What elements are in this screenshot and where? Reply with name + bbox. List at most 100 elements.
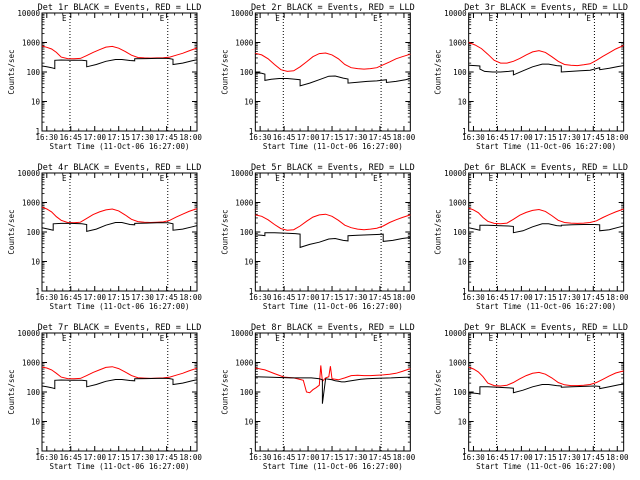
y-tick-label: 10000 <box>231 329 254 338</box>
panel-title: Det 8r BLACK = Events, RED = LLD <box>251 323 415 333</box>
x-axis-label: Start Time (11-Oct-06 16:27:00) <box>50 142 190 151</box>
y-tick-label: 10 <box>458 418 468 427</box>
x-tick-label: 17:45 <box>369 293 392 302</box>
plot-frame <box>254 332 411 452</box>
panel-5: Det 5r BLACK = Events, RED = LLD 1 10 100 10… <box>220 163 415 311</box>
y-tick-label: 100 <box>453 68 467 77</box>
x-tick-label: 16:45 <box>273 453 296 462</box>
x-tick-label: 16:30 <box>462 133 485 142</box>
events-series-line <box>41 377 198 390</box>
event-marker-label: E <box>62 14 67 23</box>
y-tick-label: 10000 <box>17 9 40 18</box>
x-tick-label: 17:15 <box>321 133 344 142</box>
y-tick-label: 1 <box>249 447 254 456</box>
plot-frame <box>254 12 411 132</box>
y-axis-label: Counts/sec <box>434 49 443 94</box>
x-tick-label: 17:45 <box>155 293 178 302</box>
panel-title: Det 6r BLACK = Events, RED = LLD <box>464 163 628 173</box>
x-axis-label: Start Time (11-Oct-06 16:27:00) <box>50 462 190 471</box>
y-tick-label: 10 <box>244 98 254 107</box>
x-tick-label: 18:00 <box>179 133 202 142</box>
x-axis-label: Start Time (11-Oct-06 16:27:00) <box>476 302 616 311</box>
event-marker-label: E <box>586 334 591 343</box>
panel-8: Det 8r BLACK = Events, RED = LLD 1 10 100 10… <box>220 323 415 471</box>
x-tick-label: 17:00 <box>510 453 533 462</box>
x-tick-label: 16:45 <box>59 453 82 462</box>
y-tick-label: 10 <box>458 258 468 267</box>
plot-frame <box>41 172 198 292</box>
plot-frame <box>254 172 411 292</box>
y-tick-label: 1000 <box>235 359 254 368</box>
y-tick-label: 10 <box>31 258 41 267</box>
x-axis-label: Start Time (11-Oct-06 16:27:00) <box>476 142 616 151</box>
x-tick-label: 16:45 <box>59 133 82 142</box>
events-series-line <box>41 57 198 70</box>
y-tick-label: 1 <box>462 447 467 456</box>
panel-3: Det 3r BLACK = Events, RED = LLD 1 10 100 10… <box>434 3 629 151</box>
y-tick-label: 1000 <box>22 39 41 48</box>
y-axis-label: Counts/sec <box>7 369 16 414</box>
event-marker-label: E <box>160 174 165 183</box>
y-tick-label: 1 <box>462 287 467 296</box>
panel-7: Det 7r BLACK = Events, RED = LLD 1 10 100 10… <box>7 323 202 471</box>
events-series-line <box>468 223 624 234</box>
y-tick-label: 100 <box>240 228 254 237</box>
x-tick-label: 17:15 <box>321 453 344 462</box>
x-tick-label: 17:30 <box>558 133 581 142</box>
event-marker-label: E <box>489 14 494 23</box>
lld-series-line <box>468 42 624 67</box>
x-tick-label: 16:30 <box>462 293 485 302</box>
panel-title: Det 2r BLACK = Events, RED = LLD <box>251 3 415 13</box>
x-tick-label: 18:00 <box>393 133 416 142</box>
y-tick-label: 1000 <box>235 199 254 208</box>
event-marker-label: E <box>160 14 165 23</box>
events-series-line <box>255 376 411 404</box>
lld-series-line <box>41 206 198 224</box>
lld-series-line <box>255 52 411 72</box>
lld-series-line <box>255 365 411 394</box>
event-marker-label: E <box>586 174 591 183</box>
lld-series-line <box>468 207 624 225</box>
plot-frame <box>41 332 198 452</box>
y-tick-label: 1000 <box>235 39 254 48</box>
x-tick-label: 18:00 <box>606 293 629 302</box>
x-tick-label: 16:30 <box>249 453 272 462</box>
x-tick-label: 17:15 <box>107 293 130 302</box>
lld-series-line <box>255 213 411 231</box>
x-tick-label: 16:30 <box>36 293 59 302</box>
x-tick-label: 17:45 <box>369 453 392 462</box>
x-tick-label: 17:45 <box>582 133 605 142</box>
x-tick-label: 17:00 <box>297 453 320 462</box>
x-tick-label: 17:30 <box>345 293 368 302</box>
x-tick-label: 18:00 <box>393 293 416 302</box>
x-tick-label: 18:00 <box>393 453 416 462</box>
y-axis-label: Counts/sec <box>220 369 229 414</box>
y-tick-label: 10000 <box>444 169 467 178</box>
x-tick-label: 17:30 <box>345 453 368 462</box>
lld-series-line <box>41 45 198 60</box>
event-marker-label: E <box>373 174 378 183</box>
x-tick-label: 17:30 <box>131 133 154 142</box>
x-tick-label: 17:15 <box>534 133 557 142</box>
x-tick-label: 17:00 <box>83 293 106 302</box>
x-tick-label: 17:30 <box>345 133 368 142</box>
panel-title: Det 9r BLACK = Events, RED = LLD <box>464 323 628 333</box>
x-tick-label: 16:45 <box>486 133 509 142</box>
x-tick-label: 18:00 <box>179 453 202 462</box>
x-axis-label: Start Time (11-Oct-06 16:27:00) <box>50 302 190 311</box>
x-tick-label: 16:45 <box>486 293 509 302</box>
panel-title: Det 5r BLACK = Events, RED = LLD <box>251 163 415 173</box>
x-tick-label: 16:30 <box>36 133 59 142</box>
plot-frame <box>468 172 625 292</box>
x-tick-label: 17:45 <box>155 133 178 142</box>
event-marker-label: E <box>275 14 280 23</box>
x-axis-label: Start Time (11-Oct-06 16:27:00) <box>476 462 616 471</box>
event-marker-label: E <box>160 334 165 343</box>
y-tick-label: 1000 <box>22 359 41 368</box>
x-tick-label: 17:15 <box>321 293 344 302</box>
x-tick-label: 16:30 <box>36 453 59 462</box>
x-tick-label: 17:00 <box>297 133 320 142</box>
event-marker-label: E <box>489 174 494 183</box>
x-tick-label: 16:30 <box>249 133 272 142</box>
